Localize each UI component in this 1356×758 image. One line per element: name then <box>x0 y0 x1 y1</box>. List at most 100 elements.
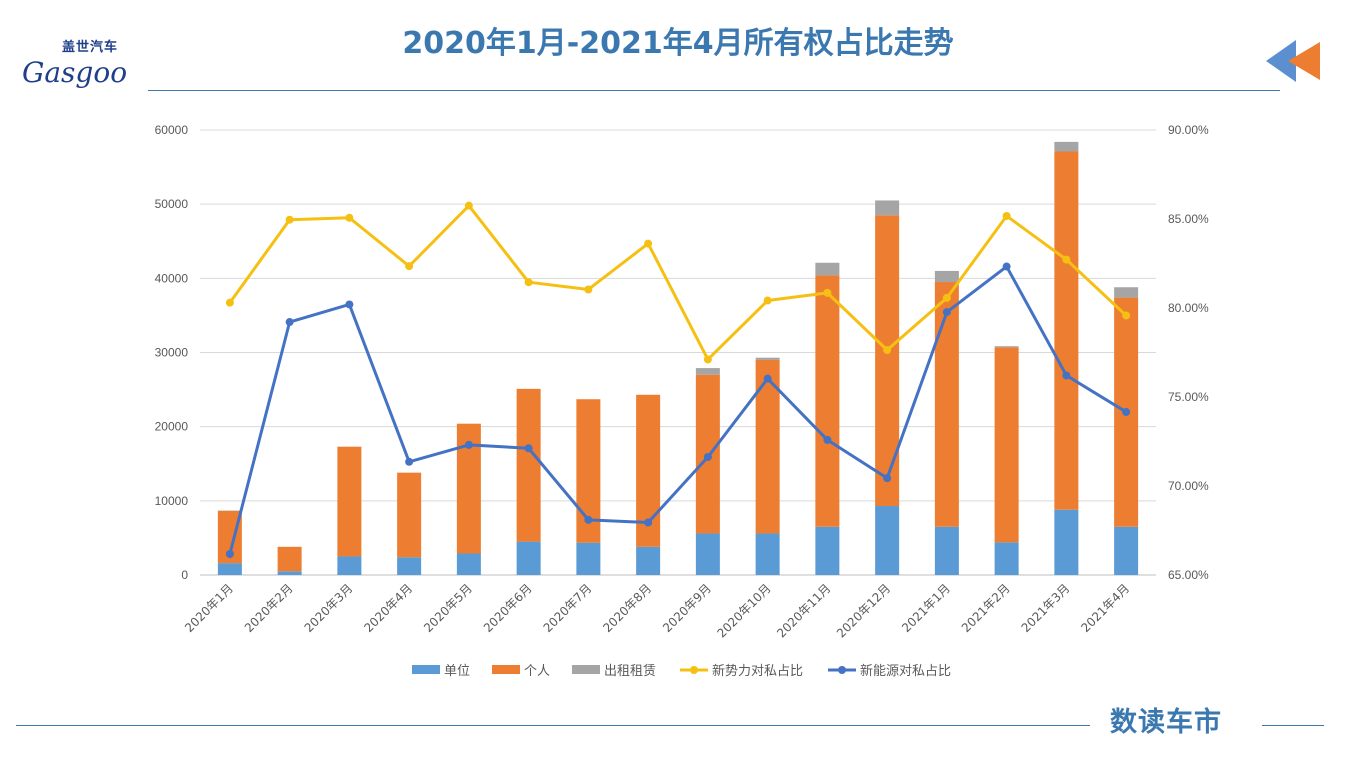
x-tick-label: 2020年7月 <box>541 581 595 635</box>
gasgoo-logo: 盖世汽车 Gasgoo <box>20 40 150 92</box>
bar-0 <box>337 556 362 575</box>
x-tick-label: 2020年9月 <box>660 581 714 635</box>
divider-bottom-right <box>1262 725 1324 726</box>
line-point-3 <box>524 278 533 287</box>
line-point-3 <box>703 355 712 364</box>
line-point-4 <box>524 444 533 453</box>
bar-1 <box>994 347 1019 543</box>
y-left-tick-label: 50000 <box>155 197 189 211</box>
y-left-tick-label: 10000 <box>155 494 189 508</box>
line-point-4 <box>1122 407 1131 416</box>
bar-0 <box>1054 509 1079 575</box>
bar-1 <box>815 275 840 527</box>
line-point-4 <box>763 374 772 383</box>
y-right-tick-label: 85.00% <box>1168 212 1209 226</box>
line-point-4 <box>1062 371 1071 380</box>
line-point-4 <box>405 457 414 466</box>
legend-swatch <box>412 665 440 674</box>
y-right-tick-label: 75.00% <box>1168 390 1209 404</box>
bar-2 <box>815 262 840 276</box>
x-tick-label: 2021年4月 <box>1078 581 1132 635</box>
bar-0 <box>1114 526 1139 575</box>
line-point-3 <box>405 262 414 271</box>
legend-label: 新势力对私占比 <box>712 663 803 679</box>
line-point-4 <box>703 452 712 461</box>
line-point-3 <box>225 298 234 307</box>
y-right-tick-label: 65.00% <box>1168 568 1209 582</box>
line-point-3 <box>763 296 772 305</box>
x-tick-label: 2020年1月 <box>182 581 236 635</box>
x-tick-label: 2020年11月 <box>774 581 833 640</box>
bar-1 <box>1054 151 1079 510</box>
line-point-3 <box>883 346 892 355</box>
bar-2 <box>1114 287 1139 298</box>
legend-label: 新能源对私占比 <box>860 663 951 679</box>
x-tick-label: 2021年1月 <box>899 581 953 635</box>
y-right-tick-label: 80.00% <box>1168 301 1209 315</box>
line-point-3 <box>823 288 832 297</box>
x-tick-label: 2020年5月 <box>421 581 475 635</box>
y-left-tick-label: 60000 <box>155 123 189 137</box>
page-title: 2020年1月-2021年4月所有权占比走势 <box>402 26 954 61</box>
bar-0 <box>397 557 422 575</box>
bar-0 <box>934 526 959 575</box>
legend-label: 个人 <box>524 664 550 679</box>
y-left-tick-label: 30000 <box>155 346 189 360</box>
bar-0 <box>875 506 900 575</box>
bar-0 <box>994 542 1019 575</box>
bar-1 <box>397 472 422 558</box>
x-tick-label: 2020年6月 <box>481 581 535 635</box>
bar-2 <box>934 270 959 283</box>
line-point-4 <box>644 518 653 527</box>
bar-0 <box>217 563 242 575</box>
x-tick-label: 2021年2月 <box>959 581 1013 635</box>
line-point-3 <box>1062 255 1071 264</box>
line-point-3 <box>285 215 294 224</box>
y-left-tick-label: 40000 <box>155 271 189 285</box>
bar-2 <box>1054 141 1079 152</box>
divider-top <box>148 90 1280 91</box>
legend-label: 单位 <box>444 664 470 679</box>
bar-0 <box>815 526 840 575</box>
legend-label: 出租租赁 <box>604 664 656 679</box>
line-point-3 <box>1122 311 1131 320</box>
logo-cn: 盖世汽车 <box>62 40 119 55</box>
y-right-tick-label: 70.00% <box>1168 479 1209 493</box>
line-point-4 <box>345 300 354 309</box>
bar-0 <box>456 553 481 575</box>
bar-1 <box>875 215 900 507</box>
bar-1 <box>934 282 959 527</box>
line-point-4 <box>1002 262 1011 271</box>
divider-bottom <box>16 725 1090 726</box>
line-point-4 <box>464 440 473 449</box>
line-point-3 <box>584 285 593 294</box>
y-left-tick-label: 0 <box>181 568 188 582</box>
x-tick-label: 2020年12月 <box>834 581 893 640</box>
bar-0 <box>695 533 720 575</box>
bar-0 <box>576 542 601 575</box>
line-series-4 <box>228 265 1127 555</box>
back-arrow-icon[interactable] <box>1264 36 1324 86</box>
line-point-4 <box>823 435 832 444</box>
bar-1 <box>516 388 541 542</box>
logo-en: Gasgoo <box>22 56 128 89</box>
line-series-3 <box>228 204 1128 361</box>
line-point-4 <box>584 515 593 524</box>
line-point-4 <box>883 474 892 483</box>
y-right-tick-label: 90.00% <box>1168 123 1209 137</box>
bar-0 <box>277 571 302 575</box>
chart: 0 10000 20000 30000 40000 50000 60000 65.00% 70.… <box>155 123 1209 679</box>
bar-2 <box>875 200 900 216</box>
legend-swatch <box>572 665 600 674</box>
legend-swatch <box>492 665 520 674</box>
x-tick-label: 2020年3月 <box>302 581 356 635</box>
x-tick-label: 2020年8月 <box>600 581 654 635</box>
bar-2 <box>755 357 780 360</box>
line-point-4 <box>285 318 294 327</box>
x-tick-label: 2020年4月 <box>361 581 415 635</box>
line-point-3 <box>464 201 473 210</box>
legend-marker <box>838 666 846 674</box>
x-tick-label: 2020年10月 <box>714 581 773 640</box>
bar-1 <box>337 446 362 557</box>
bar-2 <box>695 368 720 375</box>
